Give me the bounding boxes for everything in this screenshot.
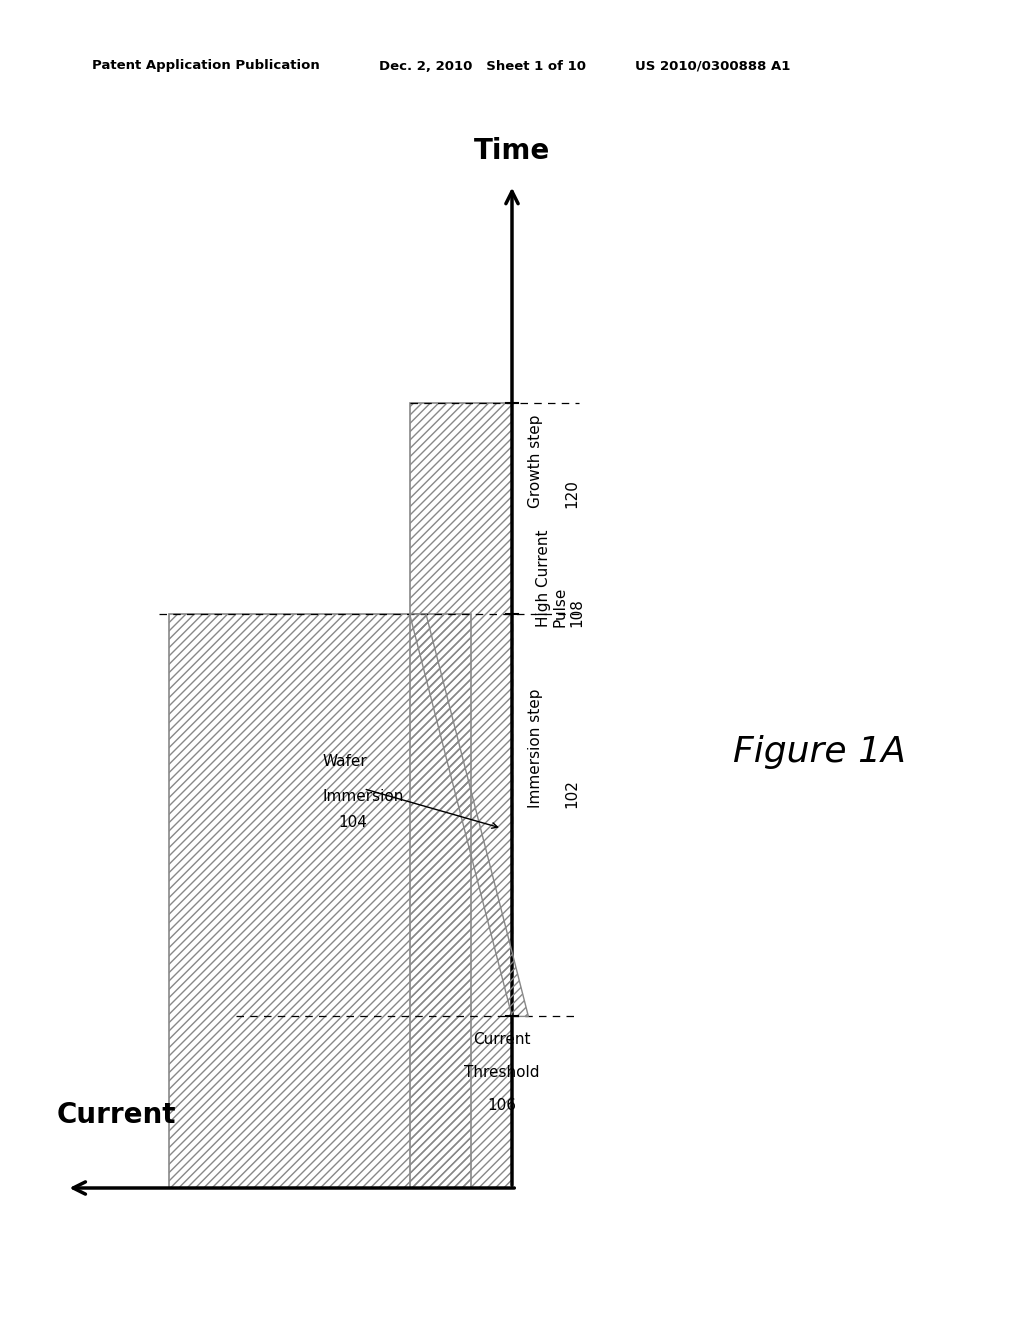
Bar (169, 614, 471, 1188)
Text: Dec. 2, 2010   Sheet 1 of 10: Dec. 2, 2010 Sheet 1 of 10 (379, 59, 586, 73)
Text: Current: Current (56, 1101, 176, 1130)
Text: US 2010/0300888 A1: US 2010/0300888 A1 (635, 59, 791, 73)
Text: Wafer: Wafer (323, 754, 368, 768)
Text: Growth step: Growth step (528, 414, 543, 508)
Text: 106: 106 (487, 1098, 516, 1113)
Text: Threshold: Threshold (464, 1065, 540, 1080)
Text: High Current: High Current (536, 529, 551, 627)
Text: Pulse: Pulse (553, 586, 568, 627)
Text: 102: 102 (564, 780, 579, 808)
Text: Current: Current (473, 1032, 530, 1047)
Text: Immersion: Immersion (323, 789, 403, 804)
Text: 108: 108 (569, 598, 585, 627)
Text: Patent Application Publication: Patent Application Publication (92, 59, 319, 73)
Bar (410, 403, 512, 1188)
Text: Figure 1A: Figure 1A (733, 735, 905, 770)
Text: 104: 104 (338, 816, 367, 830)
Text: Immersion step: Immersion step (528, 689, 543, 808)
Text: 120: 120 (564, 479, 579, 508)
Text: Time: Time (474, 137, 550, 165)
